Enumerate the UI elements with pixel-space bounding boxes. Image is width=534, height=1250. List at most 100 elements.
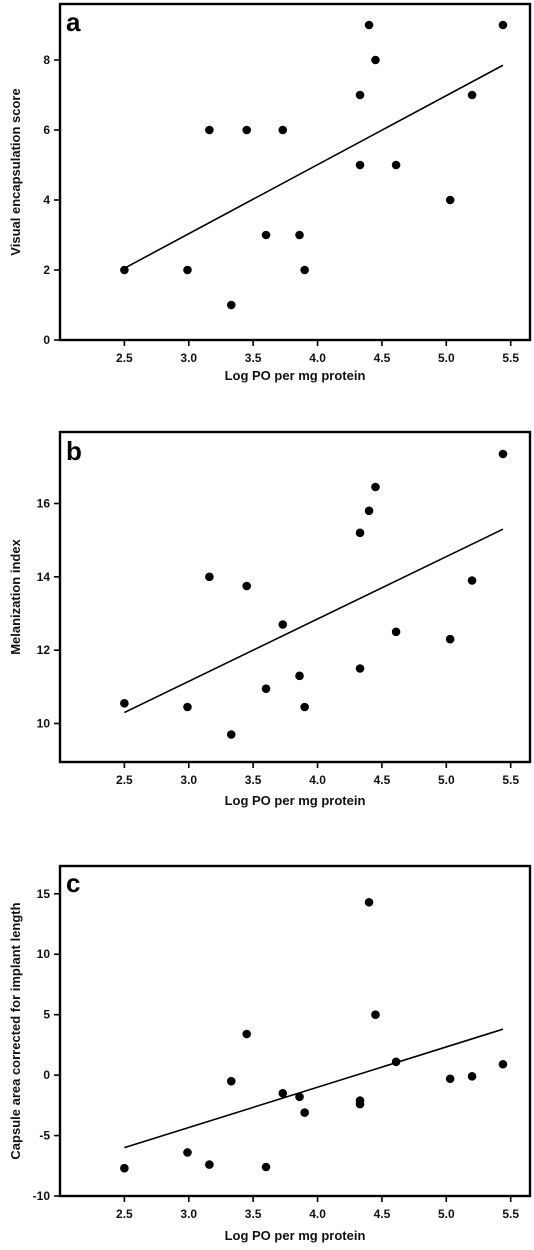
y-tick-label: 4: [43, 193, 50, 207]
x-tick-label: 4.0: [309, 773, 326, 787]
data-point: [278, 125, 288, 135]
x-tick-label: 4.5: [374, 773, 391, 787]
data-point: [364, 506, 374, 516]
data-point: [355, 1099, 365, 1109]
data-point: [467, 1072, 477, 1081]
data-point: [498, 449, 508, 459]
x-tick-label: 4.5: [374, 351, 391, 365]
plot-frame: [58, 864, 532, 1198]
data-point: [364, 897, 374, 907]
x-tick-label: 4.0: [309, 1207, 326, 1221]
x-tick-label: 2.5: [116, 773, 133, 787]
data-point: [391, 1057, 401, 1067]
data-point: [295, 230, 304, 240]
y-axis-label: Capsule area corrected for implant lengt…: [8, 902, 23, 1159]
data-point: [261, 1162, 271, 1172]
data-point: [445, 195, 455, 205]
plot-frame: [58, 430, 532, 764]
data-point: [355, 90, 365, 100]
y-tick-label: 6: [43, 123, 50, 137]
x-axis-label: Log PO per mg protein: [225, 368, 366, 383]
y-axis-label: Melanization index: [8, 538, 23, 654]
x-axis-label: Log PO per mg protein: [225, 1228, 366, 1243]
plot-frame: [58, 2, 532, 342]
panel-letter: b: [66, 436, 82, 466]
y-tick-label: 2: [43, 263, 50, 277]
regression-line: [124, 528, 504, 714]
data-point: [391, 160, 401, 170]
data-point: [371, 1010, 380, 1019]
data-point: [498, 20, 508, 30]
data-point: [226, 730, 236, 739]
y-tick-label: 5: [43, 1008, 50, 1022]
data-point: [205, 572, 214, 582]
data-point: [371, 55, 380, 65]
data-point: [242, 581, 252, 591]
data-point: [205, 125, 214, 135]
y-tick-label: 15: [37, 887, 51, 901]
x-tick-label: 2.5: [116, 351, 133, 365]
x-tick-label: 5.5: [502, 1207, 519, 1221]
y-tick-label: 0: [43, 1068, 50, 1082]
x-tick-label: 3.0: [180, 773, 197, 787]
y-axis-label: Visual encapsulation score: [8, 88, 23, 255]
data-point: [261, 230, 271, 240]
regression-line: [124, 1028, 504, 1149]
data-point: [391, 627, 401, 637]
data-point: [242, 1029, 252, 1039]
panel-c: c 2.5 3.0 3.5 4.0 4.5 5.0 5.5 -10 -5 0 5 10 15 Log PO …: [8, 864, 532, 1243]
x-tick-label: 5.0: [438, 1207, 455, 1221]
y-tick-label: 10: [37, 717, 51, 731]
data-point: [183, 1148, 192, 1157]
data-point: [226, 1076, 236, 1086]
x-tick-label: 5.0: [438, 351, 455, 365]
data-point: [355, 528, 365, 538]
y-tick-label: 8: [43, 53, 50, 67]
y-tick-label: 12: [37, 643, 51, 657]
panel-letter: a: [66, 7, 81, 37]
x-tick-label: 5.5: [502, 351, 519, 365]
x-tick-label: 5.5: [502, 773, 519, 787]
y-tick-label: 14: [37, 570, 51, 584]
x-tick-label: 2.5: [116, 1207, 133, 1221]
panel-a: a 2.5 3.0 3.5 4.0 4.5 5.0 5.5 0 2 4 6 8 Log PO per mg…: [8, 2, 532, 383]
y-tick-label: 16: [37, 497, 51, 511]
data-point: [300, 702, 309, 712]
data-point: [355, 160, 365, 170]
data-point: [467, 576, 477, 585]
data-point: [183, 265, 192, 275]
data-point: [445, 1074, 455, 1084]
y-tick-label: -5: [39, 1129, 50, 1143]
data-point: [120, 1163, 129, 1173]
x-tick-label: 4.5: [374, 1207, 391, 1221]
x-axis-label: Log PO per mg protein: [225, 793, 366, 808]
data-point: [300, 265, 309, 275]
data-point: [498, 1059, 508, 1069]
data-point: [226, 300, 236, 310]
data-point: [364, 20, 374, 30]
y-tick-label: 10: [37, 947, 51, 961]
data-point: [467, 90, 477, 100]
data-point: [355, 664, 365, 673]
data-point: [278, 620, 288, 629]
x-tick-label: 3.0: [180, 351, 197, 365]
x-tick-label: 3.0: [180, 1207, 197, 1221]
data-point: [120, 699, 129, 708]
y-tick-label: 0: [43, 333, 50, 347]
data-point: [295, 1092, 304, 1102]
data-point: [242, 125, 252, 135]
x-tick-label: 5.0: [438, 773, 455, 787]
data-point: [371, 482, 380, 492]
x-tick-label: 3.5: [245, 351, 262, 365]
data-point: [278, 1088, 288, 1098]
data-point: [445, 634, 455, 644]
panel-b: b 2.5 3.0 3.5 4.0 4.5 5.0 5.5 10 12 14 16 Log PO per…: [8, 430, 532, 808]
data-point: [261, 684, 271, 693]
x-tick-label: 3.5: [245, 773, 262, 787]
panel-letter: c: [66, 868, 80, 898]
data-point: [183, 702, 192, 712]
data-point: [205, 1160, 214, 1169]
data-point: [295, 671, 304, 681]
x-tick-label: 3.5: [245, 1207, 262, 1221]
